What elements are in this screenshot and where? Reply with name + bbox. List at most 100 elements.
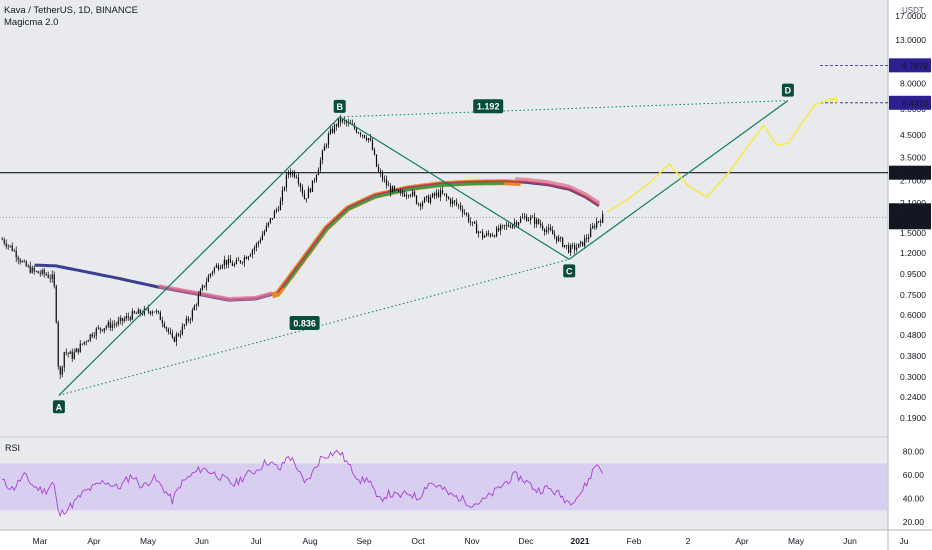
- candle-body[interactable]: [385, 179, 388, 186]
- candle-body[interactable]: [524, 216, 526, 218]
- candle-body[interactable]: [203, 285, 205, 287]
- candle-body[interactable]: [165, 327, 167, 329]
- candle-body[interactable]: [27, 265, 29, 267]
- candle-body[interactable]: [383, 179, 386, 181]
- candle-body[interactable]: [427, 196, 430, 203]
- price-tag[interactable]: 2.9487: [902, 168, 928, 178]
- candle-body[interactable]: [87, 340, 89, 342]
- candle-body[interactable]: [528, 220, 530, 222]
- price-tick-label[interactable]: 1.5000: [900, 228, 926, 238]
- price-tick-label[interactable]: 0.2400: [900, 392, 926, 402]
- candle-body[interactable]: [401, 191, 404, 194]
- candle-body[interactable]: [143, 308, 145, 315]
- candle-body[interactable]: [189, 319, 191, 321]
- candle-body[interactable]: [123, 318, 125, 322]
- candle-body[interactable]: [235, 259, 237, 265]
- ma-ribbon-red-2[interactable]: [504, 180, 600, 207]
- price-tick-label[interactable]: 0.4800: [900, 330, 926, 340]
- candle-body[interactable]: [257, 241, 260, 244]
- candle-body[interactable]: [33, 267, 35, 272]
- candle-body[interactable]: [489, 234, 492, 237]
- candle-body[interactable]: [387, 185, 390, 187]
- time-tick-label[interactable]: Jun: [195, 536, 209, 546]
- candle-body[interactable]: [455, 201, 458, 205]
- candle-body[interactable]: [211, 271, 213, 274]
- candle-body[interactable]: [199, 290, 201, 296]
- candle-body[interactable]: [552, 230, 554, 235]
- candle-body[interactable]: [475, 223, 478, 234]
- candle-body[interactable]: [445, 194, 448, 198]
- candle-body[interactable]: [221, 265, 223, 268]
- point-label-B[interactable]: B: [336, 102, 343, 112]
- candle-body[interactable]: [225, 259, 227, 265]
- projection-arrow[interactable]: [830, 96, 839, 106]
- candle-body[interactable]: [594, 225, 596, 228]
- candle-body[interactable]: [369, 138, 372, 140]
- rsi-title[interactable]: RSI: [5, 443, 21, 453]
- rsi-tick-label[interactable]: 60.00: [903, 470, 925, 480]
- rsi-tick-label[interactable]: 80.00: [903, 447, 925, 457]
- candle-body[interactable]: [377, 166, 380, 172]
- candle-body[interactable]: [45, 273, 47, 275]
- candle-body[interactable]: [514, 222, 516, 225]
- time-tick-label[interactable]: May: [788, 536, 805, 546]
- candle-body[interactable]: [271, 218, 274, 219]
- candle-body[interactable]: [39, 273, 41, 275]
- candle-body[interactable]: [371, 139, 374, 150]
- candle-body[interactable]: [441, 190, 444, 194]
- time-tick-label[interactable]: Dec: [518, 536, 534, 546]
- candle-body[interactable]: [193, 305, 195, 311]
- candle-body[interactable]: [83, 341, 85, 345]
- candle-body[interactable]: [191, 310, 193, 320]
- price-tick-label[interactable]: 0.1900: [900, 413, 926, 423]
- candle-body[interactable]: [530, 217, 532, 221]
- candle-body[interactable]: [415, 195, 418, 204]
- time-tick-label[interactable]: 2021: [571, 536, 590, 546]
- candle-body[interactable]: [538, 219, 540, 224]
- candle-body[interactable]: [19, 259, 21, 263]
- candle-body[interactable]: [81, 343, 83, 345]
- candle-body[interactable]: [161, 320, 163, 324]
- price-tick-label[interactable]: 0.3800: [900, 351, 926, 361]
- candle-body[interactable]: [323, 146, 326, 151]
- candle-body[interactable]: [363, 135, 366, 138]
- candle-body[interactable]: [568, 245, 570, 253]
- candle-body[interactable]: [175, 334, 177, 342]
- candle-body[interactable]: [149, 311, 151, 314]
- candle-body[interactable]: [516, 222, 518, 226]
- candle-body[interactable]: [157, 310, 159, 313]
- candle-body[interactable]: [183, 324, 185, 327]
- indicator-name[interactable]: Magicma 2.0: [4, 17, 59, 28]
- time-tick-label[interactable]: Oct: [411, 536, 425, 546]
- candle-body[interactable]: [15, 250, 17, 258]
- candle-body[interactable]: [554, 234, 556, 237]
- price-pane[interactable]: [0, 0, 888, 436]
- candle-body[interactable]: [209, 273, 211, 277]
- candle-body[interactable]: [9, 245, 11, 247]
- candle-body[interactable]: [77, 348, 79, 353]
- candle-body[interactable]: [329, 128, 332, 135]
- candle-body[interactable]: [205, 282, 207, 287]
- candle-body[interactable]: [233, 264, 235, 266]
- candle-body[interactable]: [497, 227, 500, 231]
- candle-body[interactable]: [261, 234, 264, 240]
- candle-body[interactable]: [570, 245, 572, 253]
- ratio-label[interactable]: 0.836: [293, 318, 316, 328]
- point-label-D-bg[interactable]: [781, 83, 794, 97]
- candle-body[interactable]: [279, 200, 282, 211]
- candle-body[interactable]: [95, 328, 97, 336]
- price-tag-bg[interactable]: [889, 58, 931, 73]
- candle-body[interactable]: [247, 256, 249, 260]
- candle-body[interactable]: [57, 322, 59, 367]
- candle-body[interactable]: [269, 218, 272, 223]
- candle-body[interactable]: [379, 171, 382, 174]
- current-price-tag-bg[interactable]: [889, 203, 931, 230]
- candle-body[interactable]: [305, 198, 308, 200]
- candle-body[interactable]: [439, 190, 442, 197]
- candle-body[interactable]: [556, 236, 558, 242]
- pattern-leg-AB[interactable]: [58, 116, 341, 396]
- candle-body[interactable]: [293, 171, 296, 177]
- candle-body[interactable]: [325, 144, 328, 147]
- candle-body[interactable]: [187, 318, 189, 321]
- candle-body[interactable]: [473, 221, 476, 224]
